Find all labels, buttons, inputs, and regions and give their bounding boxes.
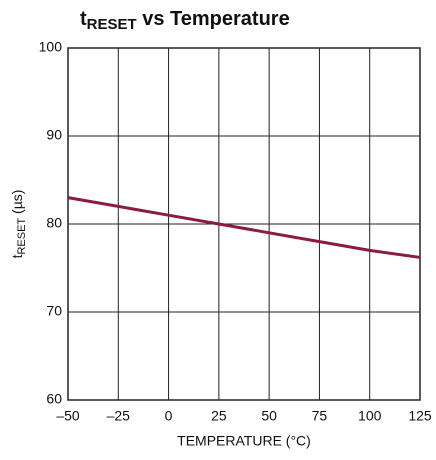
y-tick-label: 100 — [39, 39, 63, 55]
chart-title: tRESET vs Temperature — [80, 8, 290, 33]
x-tick-label: 100 — [358, 408, 382, 424]
ylabel-part: t — [9, 254, 25, 258]
y-axis-label: tRESET (µs) — [9, 190, 28, 259]
y-tick-label: 90 — [46, 127, 62, 143]
x-tick-label: 25 — [211, 408, 227, 424]
x-tick-label: 75 — [312, 408, 328, 424]
x-tick-label: 0 — [165, 408, 173, 424]
x-axis-label: TEMPERATURE (°C) — [177, 433, 311, 449]
x-tick-label: 125 — [408, 408, 432, 424]
x-tick-label: –50 — [56, 408, 80, 424]
y-tick-label: 60 — [46, 391, 62, 407]
title-part: vs Temperature — [137, 8, 290, 30]
title-part: t — [80, 8, 87, 30]
y-tick-label: 80 — [46, 215, 62, 231]
ylabel-part: (µs) — [9, 190, 25, 218]
y-tick-label: 70 — [46, 303, 62, 319]
x-tick-label: 50 — [261, 408, 277, 424]
x-tick-label: –25 — [107, 408, 131, 424]
data-line — [67, 196, 421, 259]
ylabel-sub: RESET — [16, 218, 28, 255]
title-sub: RESET — [87, 16, 137, 33]
